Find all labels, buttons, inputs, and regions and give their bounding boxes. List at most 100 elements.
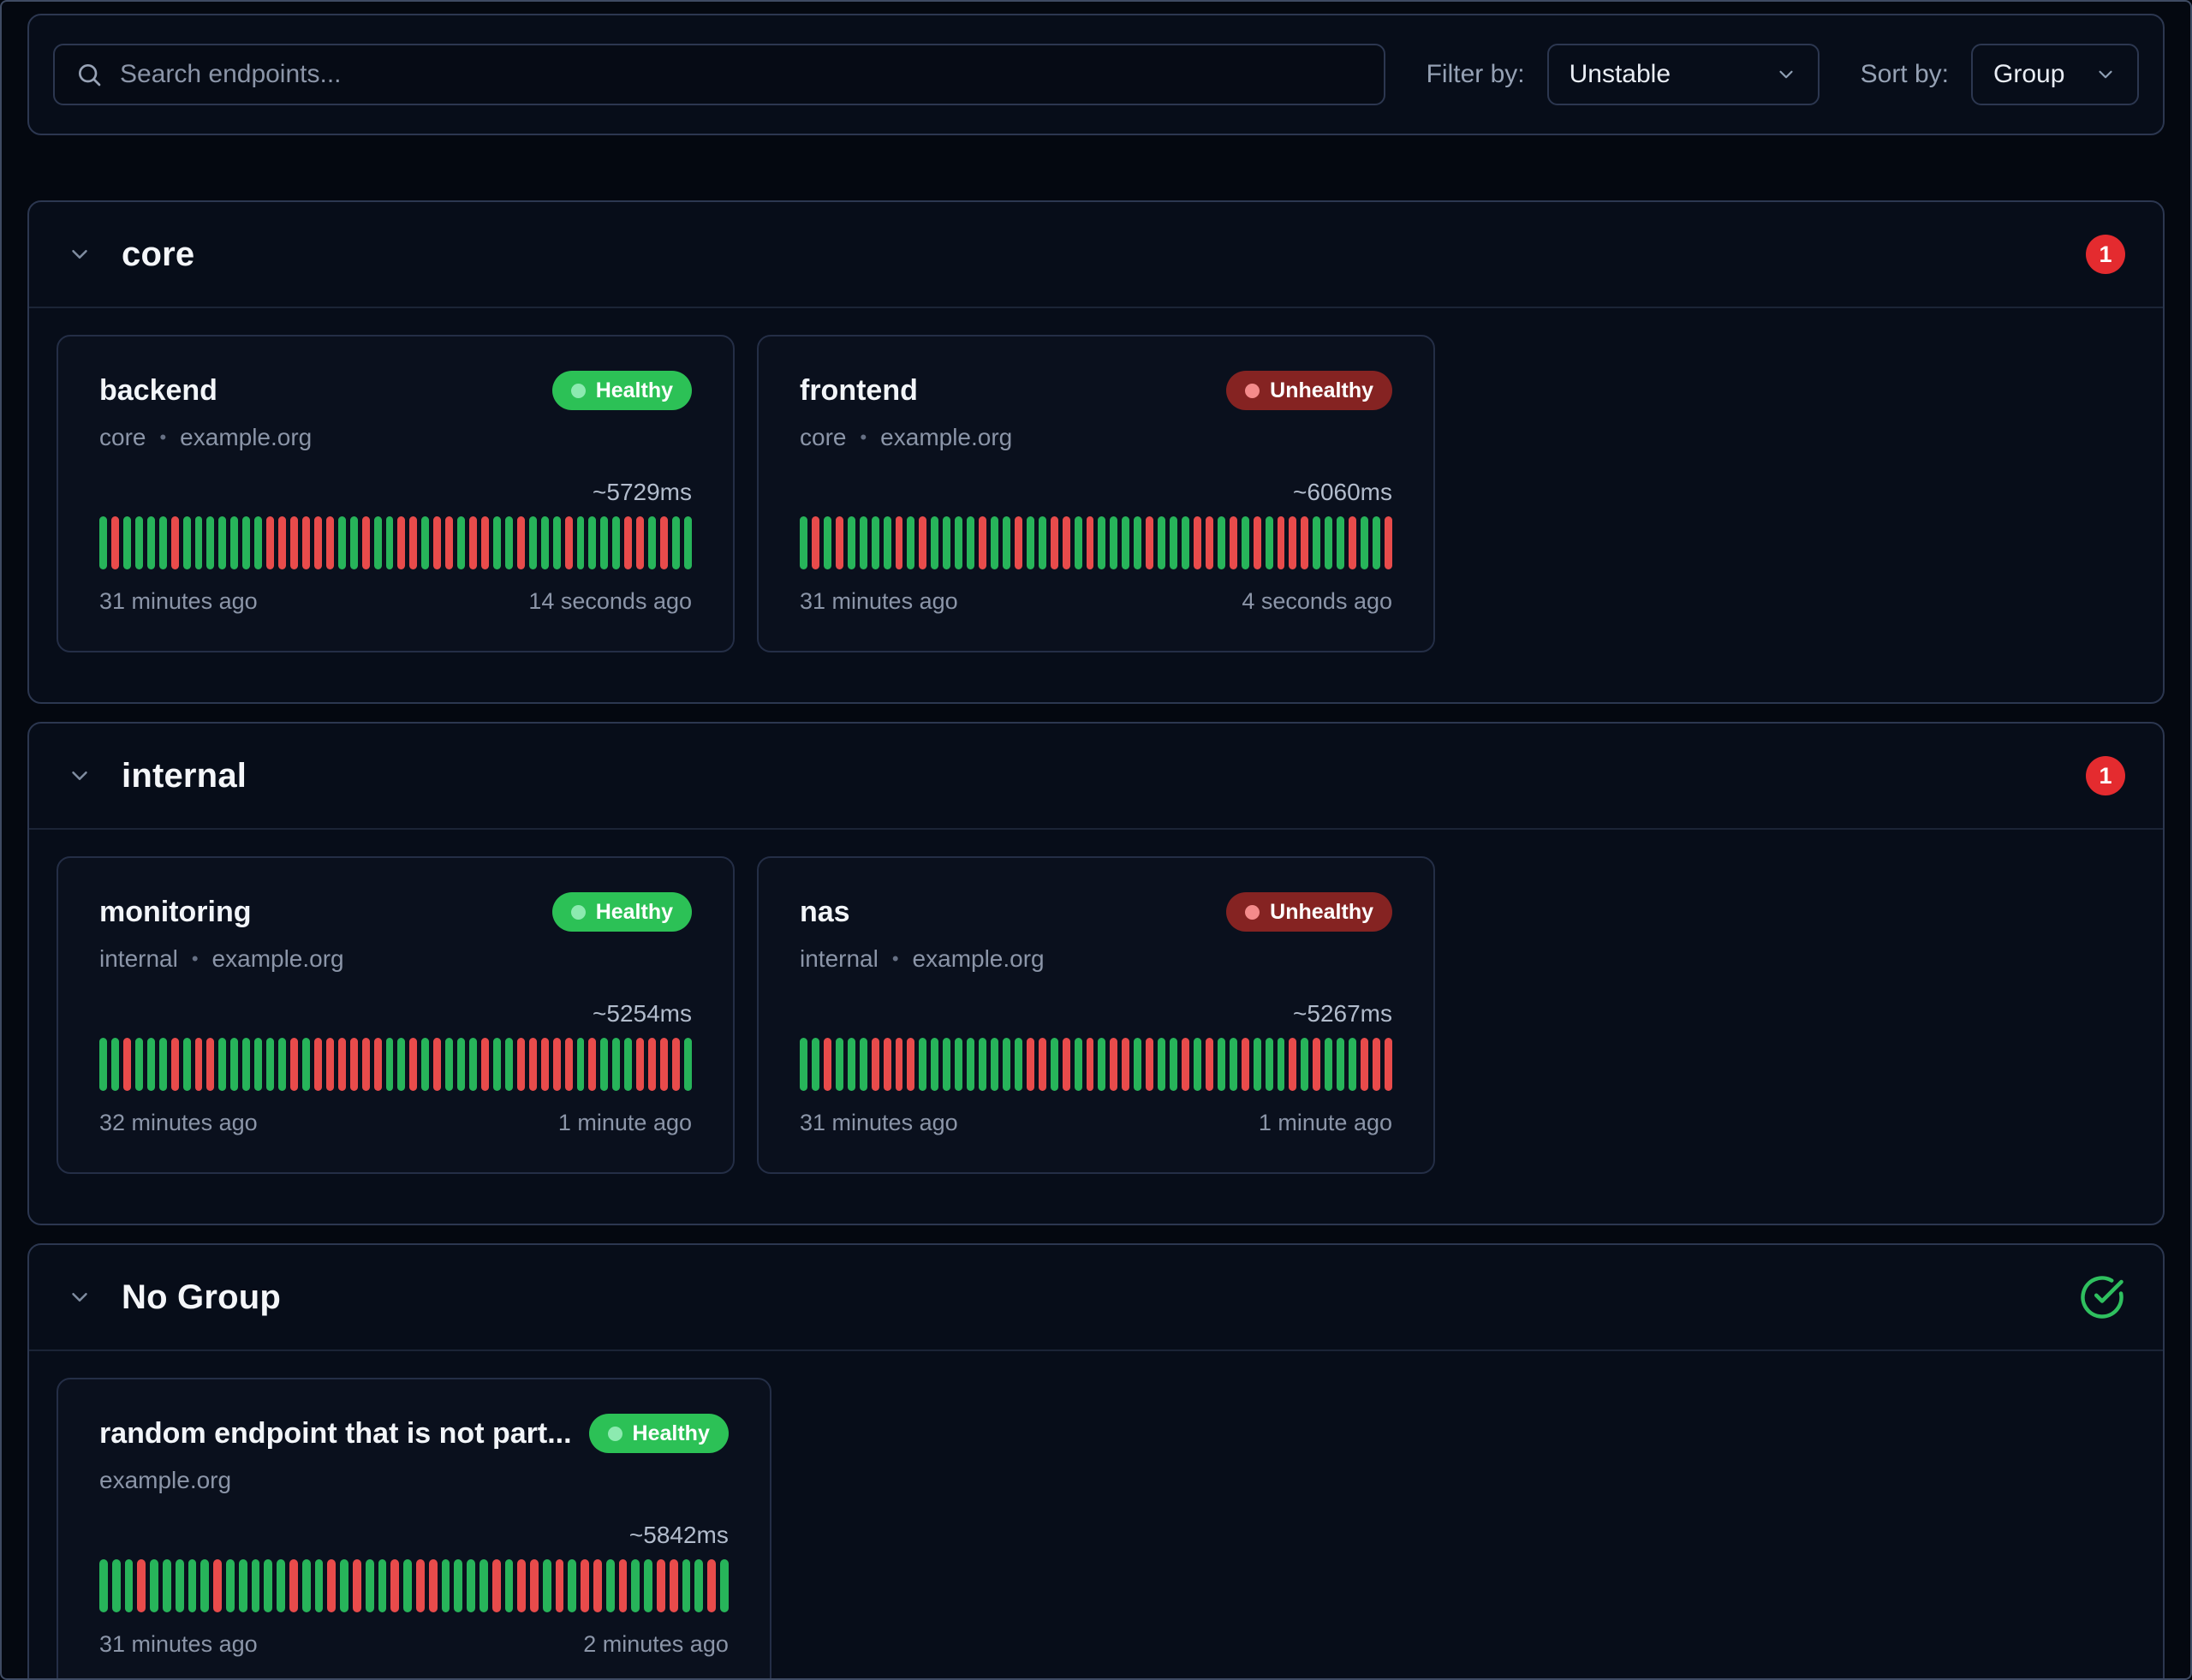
- uptime-bar-success: [967, 516, 975, 569]
- status-label: Healthy: [595, 899, 673, 924]
- endpoint-card[interactable]: monitoring Healthy internal • example.org …: [57, 856, 735, 1174]
- uptime-bar-success: [469, 1038, 477, 1091]
- uptime-bar-success: [1217, 1038, 1225, 1091]
- sort-select-value: Group: [1993, 60, 2065, 88]
- uptime-bar-failure: [552, 1038, 561, 1091]
- uptime-bar-failure: [624, 516, 633, 569]
- uptime-bar-success: [720, 1559, 729, 1612]
- uptime-bar-failure: [672, 1038, 680, 1091]
- status-dot-icon: [570, 904, 586, 920]
- uptime-bar-success: [1050, 1038, 1058, 1091]
- sort-select[interactable]: Group: [1971, 44, 2139, 105]
- endpoint-name: frontend: [800, 373, 918, 407]
- uptime-bar-success: [479, 1559, 488, 1612]
- uptime-bar-success: [99, 1559, 108, 1612]
- uptime-bar-success: [612, 516, 621, 569]
- uptime-bar-success: [124, 1559, 134, 1612]
- uptime-bar-failure: [1146, 516, 1154, 569]
- uptime-bar-success: [242, 1038, 251, 1091]
- endpoint-card[interactable]: random endpoint that is not part... Heal…: [57, 1378, 771, 1678]
- endpoint-card[interactable]: backend Healthy core • example.org ~5729ms…: [57, 335, 735, 652]
- uptime-bar-failure: [433, 1038, 442, 1091]
- uptime-bar-failure: [1313, 1038, 1321, 1091]
- uptime-bar-success: [1337, 1038, 1345, 1091]
- endpoint-name: random endpoint that is not part...: [99, 1416, 572, 1450]
- uptime-bar-success: [251, 1559, 260, 1612]
- uptime-bar-success: [454, 1559, 463, 1612]
- uptime-bar-success: [612, 1038, 621, 1091]
- uptime-bar-success: [182, 516, 191, 569]
- uptime-bar-success: [1170, 516, 1177, 569]
- uptime-bar-success: [314, 1559, 324, 1612]
- uptime-bar-failure: [528, 1038, 537, 1091]
- endpoint-card[interactable]: frontend Unhealthy core • example.org ~606…: [757, 335, 1435, 652]
- uptime-bar-success: [1002, 516, 1010, 569]
- uptime-bar-success: [1361, 516, 1368, 569]
- uptime-bar-failure: [337, 1038, 346, 1091]
- uptime-bar-failure: [835, 516, 843, 569]
- uptime-bar-success: [1301, 1038, 1309, 1091]
- group-panel: internal 1 monitoring Healthy internal • e…: [27, 722, 2165, 1225]
- search-icon: [79, 64, 101, 86]
- uptime-bar-failure: [823, 1038, 831, 1091]
- uptime-bar-success: [146, 1038, 155, 1091]
- group-alert-badge: 1: [2086, 756, 2125, 795]
- endpoint-card[interactable]: nas Unhealthy internal • example.org ~5267…: [757, 856, 1435, 1174]
- uptime-bar-success: [110, 1038, 119, 1091]
- uptime-bar-success: [552, 516, 561, 569]
- group-header[interactable]: internal 1: [29, 724, 2163, 830]
- uptime-bar-failure: [669, 1559, 678, 1612]
- group-cards: monitoring Healthy internal • example.org …: [29, 830, 2163, 1224]
- uptime-bar-success: [254, 1038, 263, 1091]
- status-label: Healthy: [632, 1421, 710, 1445]
- uptime-bar-failure: [1241, 1038, 1249, 1091]
- uptime-bar-success: [230, 516, 239, 569]
- uptime-bars: [800, 516, 1392, 569]
- uptime-bar-success: [134, 1038, 143, 1091]
- chevron-down-icon: [72, 250, 87, 259]
- uptime-bar-failure: [895, 516, 903, 569]
- endpoint-card-header: monitoring Healthy: [99, 892, 692, 932]
- uptime-bar-success: [1158, 1038, 1166, 1091]
- uptime-bar-failure: [530, 1559, 539, 1612]
- uptime-bar-failure: [325, 1038, 334, 1091]
- uptime-bar-success: [337, 516, 346, 569]
- endpoint-card-header: frontend Unhealthy: [800, 371, 1392, 410]
- uptime-bar-success: [648, 516, 657, 569]
- group-header[interactable]: core 1: [29, 202, 2163, 308]
- uptime-bar-failure: [660, 1038, 668, 1091]
- search-input[interactable]: [118, 59, 1363, 90]
- uptime-bar-success: [1337, 516, 1345, 569]
- uptime-bar-success: [631, 1559, 640, 1612]
- uptime-bar-failure: [213, 1559, 222, 1612]
- response-time: ~5254ms: [593, 1000, 692, 1027]
- endpoint-meta-part: example.org: [880, 424, 1013, 450]
- status-dot-icon: [607, 1426, 622, 1441]
- uptime-bar-failure: [361, 1038, 370, 1091]
- uptime-bar-success: [504, 1038, 513, 1091]
- uptime-bar-success: [301, 1038, 310, 1091]
- uptime-bar-success: [492, 516, 501, 569]
- uptime-bar-success: [230, 1038, 239, 1091]
- uptime-bar-failure: [1110, 1038, 1118, 1091]
- uptime-bar-success: [365, 1559, 374, 1612]
- uptime-bar-failure: [409, 516, 418, 569]
- timestamps-row: 31 minutes ago 2 minutes ago: [99, 1631, 729, 1658]
- uptime-bar-success: [600, 516, 609, 569]
- uptime-bar-success: [1002, 1038, 1010, 1091]
- uptime-bar-success: [1014, 1038, 1022, 1091]
- newest-timestamp: 2 minutes ago: [583, 1631, 729, 1657]
- uptime-bar-success: [492, 1038, 501, 1091]
- response-time: ~5729ms: [593, 479, 692, 505]
- uptime-bar-success: [162, 1559, 171, 1612]
- uptime-bar-failure: [170, 1038, 179, 1091]
- group-header[interactable]: No Group: [29, 1245, 2163, 1351]
- uptime-bar-success: [99, 1038, 107, 1091]
- meta-separator: •: [191, 948, 199, 969]
- endpoint-meta: internal • example.org: [99, 945, 692, 973]
- uptime-bar-success: [859, 516, 867, 569]
- filter-select[interactable]: Unstable: [1546, 44, 1820, 105]
- uptime-bar-success: [264, 1559, 273, 1612]
- uptime-bar-failure: [895, 1038, 903, 1091]
- uptime-bar-success: [883, 516, 891, 569]
